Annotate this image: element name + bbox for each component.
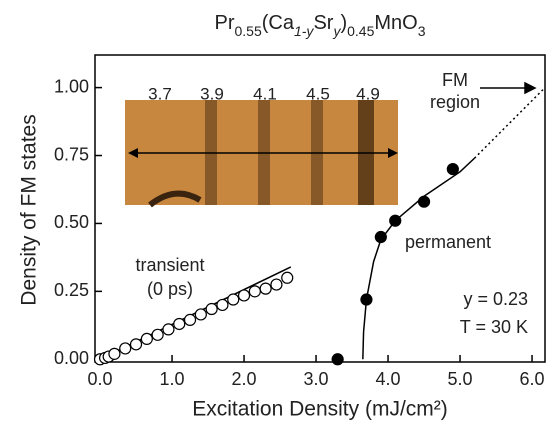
inset-photo bbox=[125, 100, 398, 208]
data-point bbox=[183, 313, 197, 326]
series-label: transient bbox=[135, 255, 204, 275]
inset-label: 4.1 bbox=[253, 84, 277, 103]
y-tick-label: 0.25 bbox=[54, 280, 89, 300]
data-point bbox=[194, 308, 207, 321]
data-point bbox=[173, 317, 186, 331]
annotation: (0 ps) bbox=[147, 279, 193, 299]
fm-arrow bbox=[480, 81, 537, 95]
data-point bbox=[216, 298, 229, 312]
y-tick-label: 1.00 bbox=[54, 76, 89, 96]
data-point bbox=[140, 332, 153, 346]
data-point bbox=[205, 302, 218, 316]
x-tick-label: 6.0 bbox=[520, 369, 545, 389]
title-part: 0.55 bbox=[235, 23, 262, 39]
x-tick-label: 1.0 bbox=[160, 369, 185, 389]
title-part: 1-y bbox=[294, 23, 314, 39]
title-part: ) bbox=[340, 12, 347, 34]
y-tick-label: 0.75 bbox=[54, 144, 89, 164]
annotation: FM bbox=[442, 70, 468, 90]
plot-frame bbox=[94, 54, 546, 363]
fit-line bbox=[473, 87, 546, 159]
data-point bbox=[331, 353, 344, 366]
x-tick-label: 0.0 bbox=[88, 369, 113, 389]
data-point bbox=[108, 347, 121, 360]
data-point bbox=[281, 271, 294, 284]
annotation: region bbox=[430, 92, 480, 112]
data-point bbox=[248, 285, 261, 298]
data-point bbox=[129, 338, 143, 351]
data-point bbox=[162, 323, 175, 336]
inset-label: 4.5 bbox=[306, 84, 330, 103]
data-point bbox=[417, 195, 431, 208]
annotation: y = 0.23 bbox=[463, 289, 528, 309]
data-point bbox=[259, 282, 272, 295]
title-part: 3 bbox=[418, 23, 426, 39]
x-tick-label: 3.0 bbox=[304, 369, 329, 389]
data-point bbox=[151, 328, 164, 341]
title-part: y bbox=[332, 23, 341, 39]
y-axis-label: Density of FM states bbox=[18, 114, 41, 305]
x-axis-label: Excitation Density (mJ/cm²) bbox=[192, 398, 448, 421]
chart-title: Pr0.55(Ca1-ySry)0.45MnO3 bbox=[215, 12, 426, 38]
data-point bbox=[446, 163, 459, 176]
x-tick-label: 5.0 bbox=[448, 369, 473, 389]
title-part: 0.45 bbox=[347, 23, 374, 39]
data-point bbox=[360, 293, 373, 306]
inset-label: 3.9 bbox=[200, 84, 224, 103]
title-part: (Ca bbox=[262, 12, 295, 34]
title-part: Sr bbox=[313, 12, 333, 34]
data-point bbox=[227, 293, 240, 306]
y-tick-label: 0.50 bbox=[54, 212, 89, 232]
data-point bbox=[237, 289, 251, 302]
title-part: Pr bbox=[215, 12, 235, 34]
y-tick-label: 0.00 bbox=[54, 348, 89, 368]
data-point bbox=[270, 278, 283, 291]
x-tick-label: 2.0 bbox=[232, 369, 257, 389]
series-label: permanent bbox=[405, 232, 491, 252]
x-tick-label: 4.0 bbox=[376, 369, 401, 389]
inset-label: 4.9 bbox=[356, 84, 380, 103]
annotation: T = 30 K bbox=[460, 317, 528, 337]
title-part: MnO bbox=[374, 12, 417, 34]
data-point bbox=[119, 342, 132, 355]
inset-label: 3.7 bbox=[148, 84, 172, 103]
data-point bbox=[374, 230, 387, 244]
data-point bbox=[389, 214, 402, 227]
